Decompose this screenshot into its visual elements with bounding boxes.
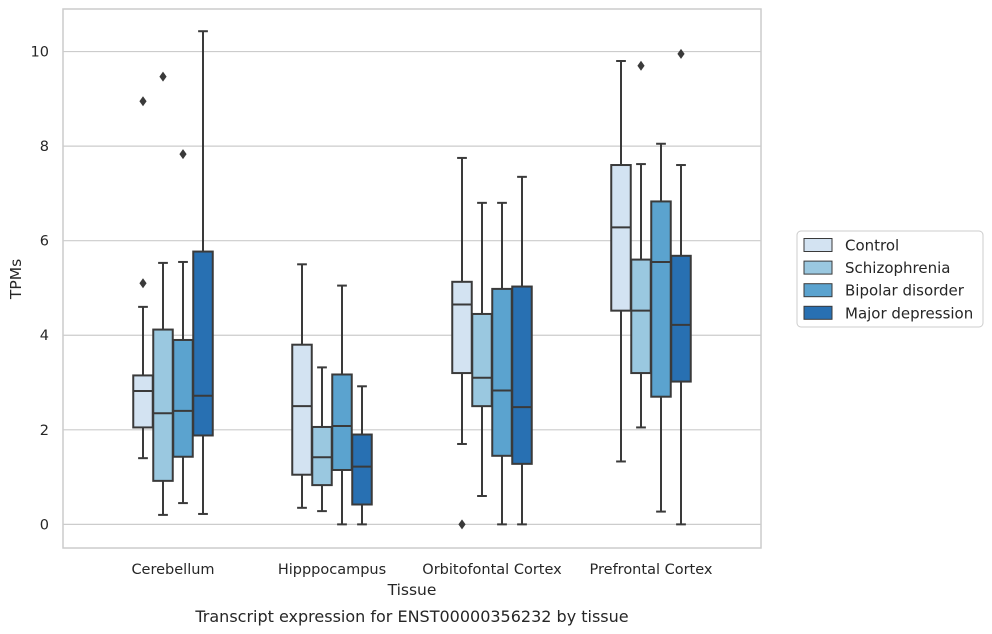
boxes (132, 30, 692, 530)
x-tick-label: Hipppocampus (278, 562, 386, 578)
outlier-point (139, 278, 147, 289)
box-iqr (172, 338, 194, 458)
y-tick-label: 4 (40, 328, 49, 344)
legend-label-major-depression: Major depression (845, 304, 973, 322)
outlier-point (637, 60, 645, 71)
legend-swatch-major-depression (803, 305, 833, 320)
box-schizophrenia (471, 201, 493, 497)
legend: Control Schizophrenia Bipolar disorder Majo… (796, 230, 984, 328)
box-major-depression (670, 48, 692, 526)
box-major-depression (511, 175, 533, 526)
x-tick-label: Orbitofontal Cortex (422, 562, 562, 578)
legend-label-schizophrenia: Schizophrenia (845, 259, 950, 277)
plot-frame (62, 8, 762, 549)
box-major-depression (351, 385, 373, 526)
legend-swatch-schizophrenia (803, 260, 833, 275)
x-tick-labels: Cerebellum Hipppocampus Orbitofontal Corte… (131, 562, 712, 578)
box-iqr (132, 374, 154, 429)
box-iqr (291, 343, 313, 476)
outlier-point (139, 96, 147, 107)
legend-label-control: Control (845, 237, 899, 255)
outlier-point (458, 519, 466, 530)
chart-caption: Transcript expression for ENST0000035623… (194, 607, 628, 626)
box-iqr (471, 312, 493, 408)
box-bipolar-disorder (650, 142, 672, 513)
legend-swatch-bipolar-disorder (803, 283, 833, 298)
y-tick-label: 6 (40, 234, 49, 250)
box-control (291, 263, 313, 509)
box-iqr (610, 164, 632, 312)
outlier-point (159, 71, 167, 82)
box-iqr (491, 287, 513, 457)
box-iqr (152, 328, 174, 482)
box-iqr (650, 200, 672, 398)
y-axis-title: TPMs (7, 259, 25, 300)
y-tick-label: 0 (40, 517, 49, 533)
box-control (610, 60, 632, 463)
box-control (132, 96, 154, 460)
outlier-point (677, 48, 685, 59)
x-tick-label: Prefrontal Cortex (590, 562, 713, 578)
legend-label-bipolar-disorder: Bipolar disorder (845, 282, 965, 300)
box-bipolar-disorder (331, 284, 353, 526)
box-iqr (351, 433, 373, 506)
y-tick-label: 2 (40, 423, 49, 439)
x-axis-title: Tissue (387, 581, 437, 599)
x-tick-label: Cerebellum (131, 562, 214, 578)
box-iqr (670, 254, 692, 383)
box-bipolar-disorder (491, 201, 513, 526)
y-tick-labels: 0 2 4 6 8 10 (31, 45, 49, 534)
outlier-point (179, 149, 187, 160)
box-iqr (331, 373, 353, 471)
box-control (451, 156, 473, 530)
box-iqr (311, 425, 333, 487)
box-iqr (511, 285, 533, 465)
legend-frame (796, 230, 984, 328)
y-tick-label: 8 (40, 139, 49, 155)
box-major-depression (192, 30, 214, 515)
y-tick-label: 10 (31, 45, 49, 61)
box-iqr (192, 250, 214, 437)
box-iqr (630, 258, 652, 375)
legend-swatch-control (803, 238, 833, 252)
box-iqr (451, 280, 473, 375)
